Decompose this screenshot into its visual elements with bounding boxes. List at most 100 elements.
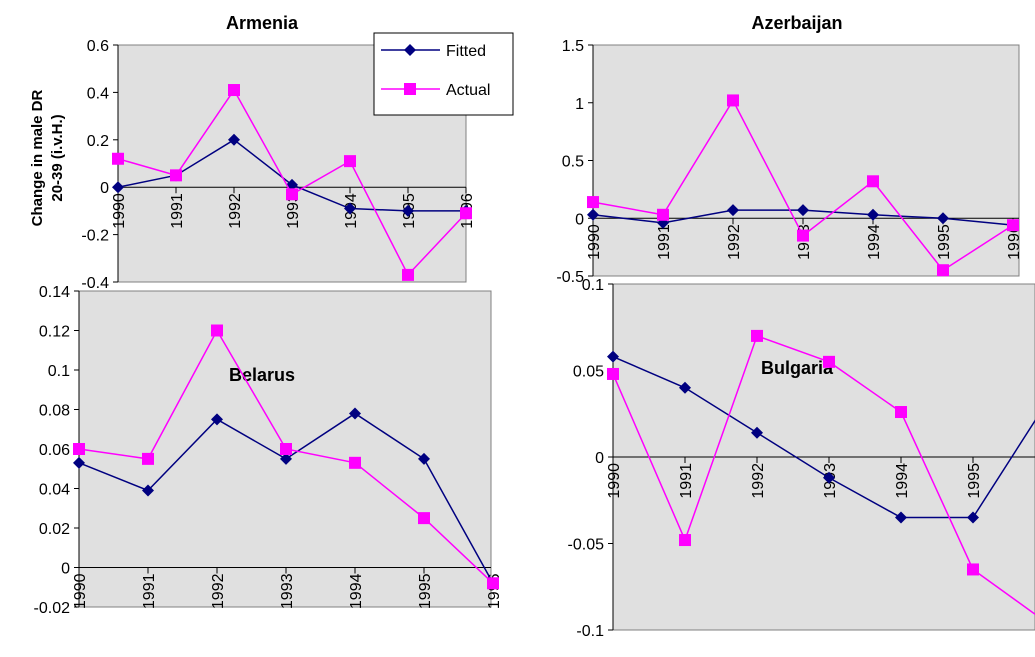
data-point-actual [402,268,414,281]
y-tick-label: -0.1 [576,623,604,640]
y-tick-label: 0.12 [39,324,70,341]
data-point-fitted [751,426,763,439]
x-tick-label: 1991 [656,224,673,260]
x-tick-label: 1990 [72,573,89,609]
y-tick-label: 0.04 [39,482,70,499]
y-tick-label: 0.02 [39,521,70,538]
chart-title: Armenia [226,13,299,33]
y-tick-label: 0.4 [87,85,109,102]
y-tick-label: 1 [575,96,584,113]
x-tick-label: 1995 [417,573,434,609]
y-tick-label: 0.14 [39,284,70,301]
x-tick-label: 1991 [678,463,695,499]
data-point-fitted [142,484,154,497]
y-axis-label-line: 20-39 (i.v.H.) [49,114,66,201]
y-tick-label: 0 [595,450,604,467]
y-tick-label: 0 [575,211,584,228]
chart-panel-belarus: Belarus0.140.120.10.080.060.040.020-0.02… [34,284,503,617]
data-point-fitted [211,413,223,426]
data-point-fitted [679,381,691,394]
data-point-actual [657,208,669,221]
data-point-actual [607,367,619,380]
legend-marker [404,83,416,95]
data-point-actual [142,452,154,465]
data-point-actual [73,443,85,455]
y-tick-label: -0.2 [81,228,109,245]
chart-title: Bulgaria [761,358,834,378]
data-point-fitted [73,456,85,469]
data-point-actual [487,577,499,590]
x-tick-label: 1994 [894,463,911,499]
data-point-actual [823,355,835,368]
legend-box [373,32,514,116]
x-tick-label: 1990 [111,193,128,229]
y-axis-label-line: Change in male DR [29,89,46,226]
data-point-actual [280,443,292,455]
data-point-fitted [823,471,835,484]
y-tick-label: 0.5 [562,154,584,171]
data-point-actual [967,563,979,576]
data-point-actual [895,406,907,419]
data-point-actual [286,188,298,201]
data-point-actual [1007,219,1019,232]
data-point-actual [112,152,124,165]
y-tick-label: 0 [100,180,109,197]
data-point-fitted [587,208,599,221]
x-tick-label: 1991 [169,193,186,229]
data-point-fitted [797,204,809,217]
data-point-actual [797,229,809,242]
data-point-actual [727,94,739,107]
legend-label: Fitted [446,43,486,60]
chart-panel-bulgaria: Bulgaria 0.1 0.05 0 -0.05 -0.1 1990 1991 1992 199… [568,277,1035,640]
x-tick-label: 1994 [866,224,883,260]
y-tick-label: -0.5 [556,269,584,286]
x-tick-label: 1993 [285,193,302,229]
y-tick-label: 0.6 [87,38,109,55]
y-tick-label: 0.08 [39,403,70,420]
legend: Fitted Actual [373,32,514,116]
data-point-fitted [727,204,739,217]
data-point-actual [867,175,879,188]
y-tick-label: -0.02 [34,600,71,617]
data-point-fitted [112,181,124,194]
x-tick-label: 1996 [1006,224,1023,260]
x-tick-label: 1992 [750,463,767,499]
y-tick-label: 1.5 [562,38,584,55]
data-point-actual [170,169,182,182]
x-tick-label: 1992 [726,224,743,260]
y-tick-label: 0.1 [48,363,70,380]
data-point-fitted [228,133,240,146]
chart-title: Azerbaijan [751,13,842,33]
y-tick-label: 0.2 [87,133,109,150]
data-point-fitted [607,350,619,363]
data-point-actual [418,512,430,525]
x-tick-label: 1992 [227,193,244,229]
data-point-fitted [418,452,430,465]
data-point-actual [587,196,599,209]
legend-label: Actual [446,82,490,99]
data-point-actual [349,456,361,469]
x-tick-label: 1991 [141,573,158,609]
x-tick-label: 1990 [586,224,603,260]
data-point-fitted [344,202,356,215]
data-point-fitted [937,212,949,225]
y-tick-label: 0.06 [39,442,70,459]
data-point-fitted [402,204,414,217]
x-tick-label: 1990 [606,463,623,499]
data-point-fitted [280,452,292,465]
chart-panel-armenia: Armenia 0.6 0.4 0.2 0 -0.2 -0.4 1990 1991 1992 199… [29,13,514,292]
legend-marker [404,44,416,56]
data-point-actual [679,534,691,547]
data-point-fitted [349,407,361,420]
x-tick-label: 1995 [936,224,953,260]
x-tick-label: 1992 [210,573,227,609]
y-tick-label: 0 [61,561,70,578]
data-point-actual [211,324,223,337]
data-point-actual [228,84,240,97]
data-point-actual [460,207,472,220]
y-tick-label: -0.05 [568,537,605,554]
data-point-fitted [867,208,879,221]
x-tick-label: 1994 [348,573,365,609]
